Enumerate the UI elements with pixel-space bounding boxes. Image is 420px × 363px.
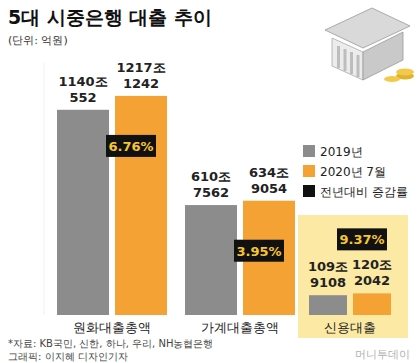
data-label-line: 9054	[251, 181, 287, 196]
data-label-line: 109조	[308, 259, 348, 274]
legend: 2019년 2020년 7월전년대비 증감률	[303, 145, 408, 199]
title: 5대 시중은행 대출 추이	[8, 6, 212, 28]
bank-icon	[325, 8, 414, 82]
icon-coin	[396, 69, 414, 76]
legend-label: 전년대비 증감률	[320, 185, 408, 199]
data-label-line: 552	[69, 90, 96, 105]
data-label-line: 610조	[191, 169, 231, 184]
value-axis	[44, 63, 45, 315]
data-label-line: 634조	[249, 165, 289, 180]
chart: 5대 시중은행 대출 추이 (단위: 억원) 1140조552 610조7562 109…	[0, 0, 420, 363]
bar	[57, 110, 109, 315]
icon-wall	[332, 38, 363, 80]
bar	[115, 96, 167, 315]
data-label: 1140조552	[58, 74, 107, 105]
subtitle: (단위: 억원)	[8, 34, 68, 47]
icon-column	[357, 55, 360, 77]
bars	[57, 96, 391, 315]
category-label: 원화대출총액	[73, 320, 151, 335]
data-label-line: 1140조	[58, 74, 107, 89]
change-label: 3.95%	[236, 244, 281, 259]
labels: 1140조552 610조7562 109조9108 1217조1242 634조905…	[58, 60, 392, 290]
icon-column	[350, 52, 353, 74]
category-label: 신용대출	[324, 320, 376, 335]
bar	[353, 293, 391, 315]
legend-swatch	[303, 165, 315, 177]
bar	[185, 205, 237, 315]
data-label-line: 1217조	[116, 60, 165, 75]
icon-column	[337, 46, 340, 68]
data-label: 634조9054	[249, 165, 289, 196]
data-label: 109조9108	[308, 259, 348, 290]
data-label-line: 2042	[354, 273, 390, 288]
bar	[309, 295, 347, 315]
change-box	[234, 240, 284, 262]
credit: 그래픽: 이지혜 디자인기자	[8, 351, 128, 362]
legend-label: 2020년 7월	[320, 165, 386, 179]
icon-coin	[384, 76, 400, 82]
data-label: 1217조1242	[116, 60, 165, 91]
data-label-line: 120조	[352, 257, 392, 272]
watermark: 머니투데이	[355, 348, 410, 361]
data-label: 120조2042	[352, 257, 392, 288]
category-label: 가계대출총액	[201, 320, 279, 335]
change-label: 6.76%	[108, 139, 153, 154]
data-label: 610조7562	[191, 169, 231, 200]
legend-swatch	[303, 185, 315, 197]
change-label: 9.37%	[339, 232, 384, 247]
source: *자료: KB국민, 신한, 하나, 우리, NH농협은행	[8, 338, 213, 349]
change-box	[337, 228, 387, 250]
icon-column	[344, 49, 347, 71]
highlight-box	[298, 215, 408, 338]
data-label-line: 9108	[310, 275, 346, 290]
change-box	[106, 135, 156, 157]
legend-label: 2019년	[320, 145, 363, 159]
data-label-line: 1242	[123, 76, 159, 91]
data-label-line: 7562	[193, 185, 229, 200]
legend-swatch	[303, 145, 315, 157]
